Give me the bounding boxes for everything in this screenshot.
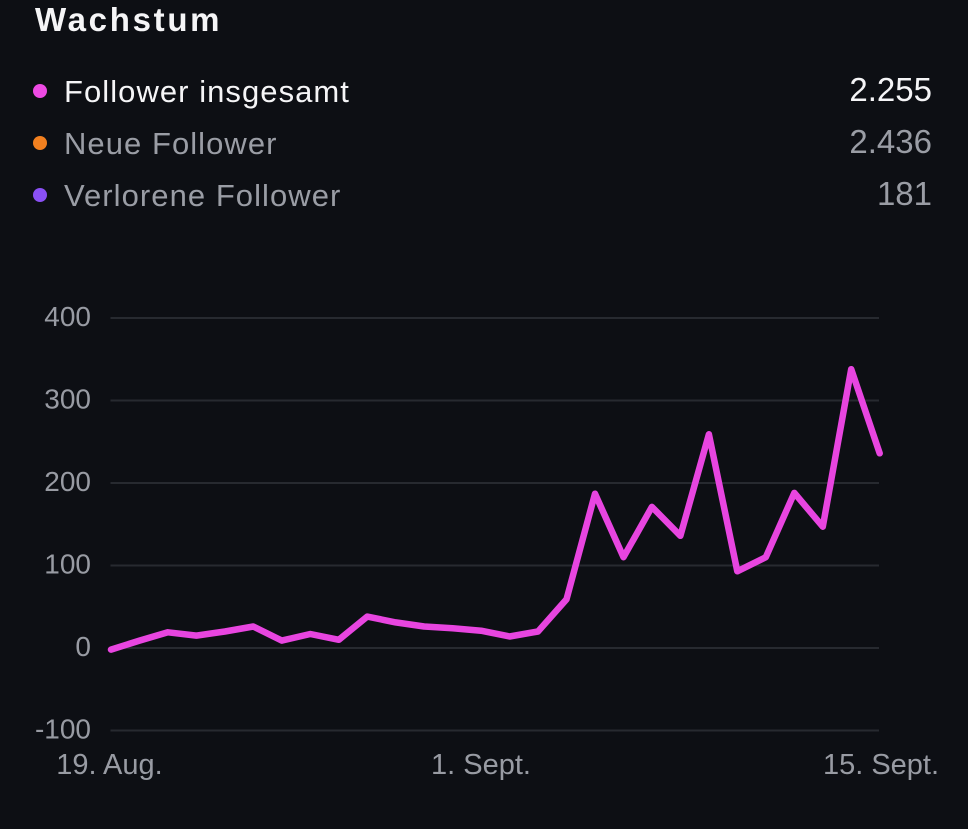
svg-text:200: 200 (44, 466, 91, 497)
svg-text:19. Aug.: 19. Aug. (56, 749, 162, 781)
svg-text:1. Sept.: 1. Sept. (431, 749, 531, 781)
svg-text:300: 300 (44, 384, 91, 415)
svg-text:400: 400 (44, 301, 91, 332)
svg-text:100: 100 (44, 549, 91, 580)
svg-text:15. Sept.: 15. Sept. (823, 749, 939, 781)
svg-text:0: 0 (75, 631, 91, 662)
svg-text:-100: -100 (35, 714, 91, 745)
